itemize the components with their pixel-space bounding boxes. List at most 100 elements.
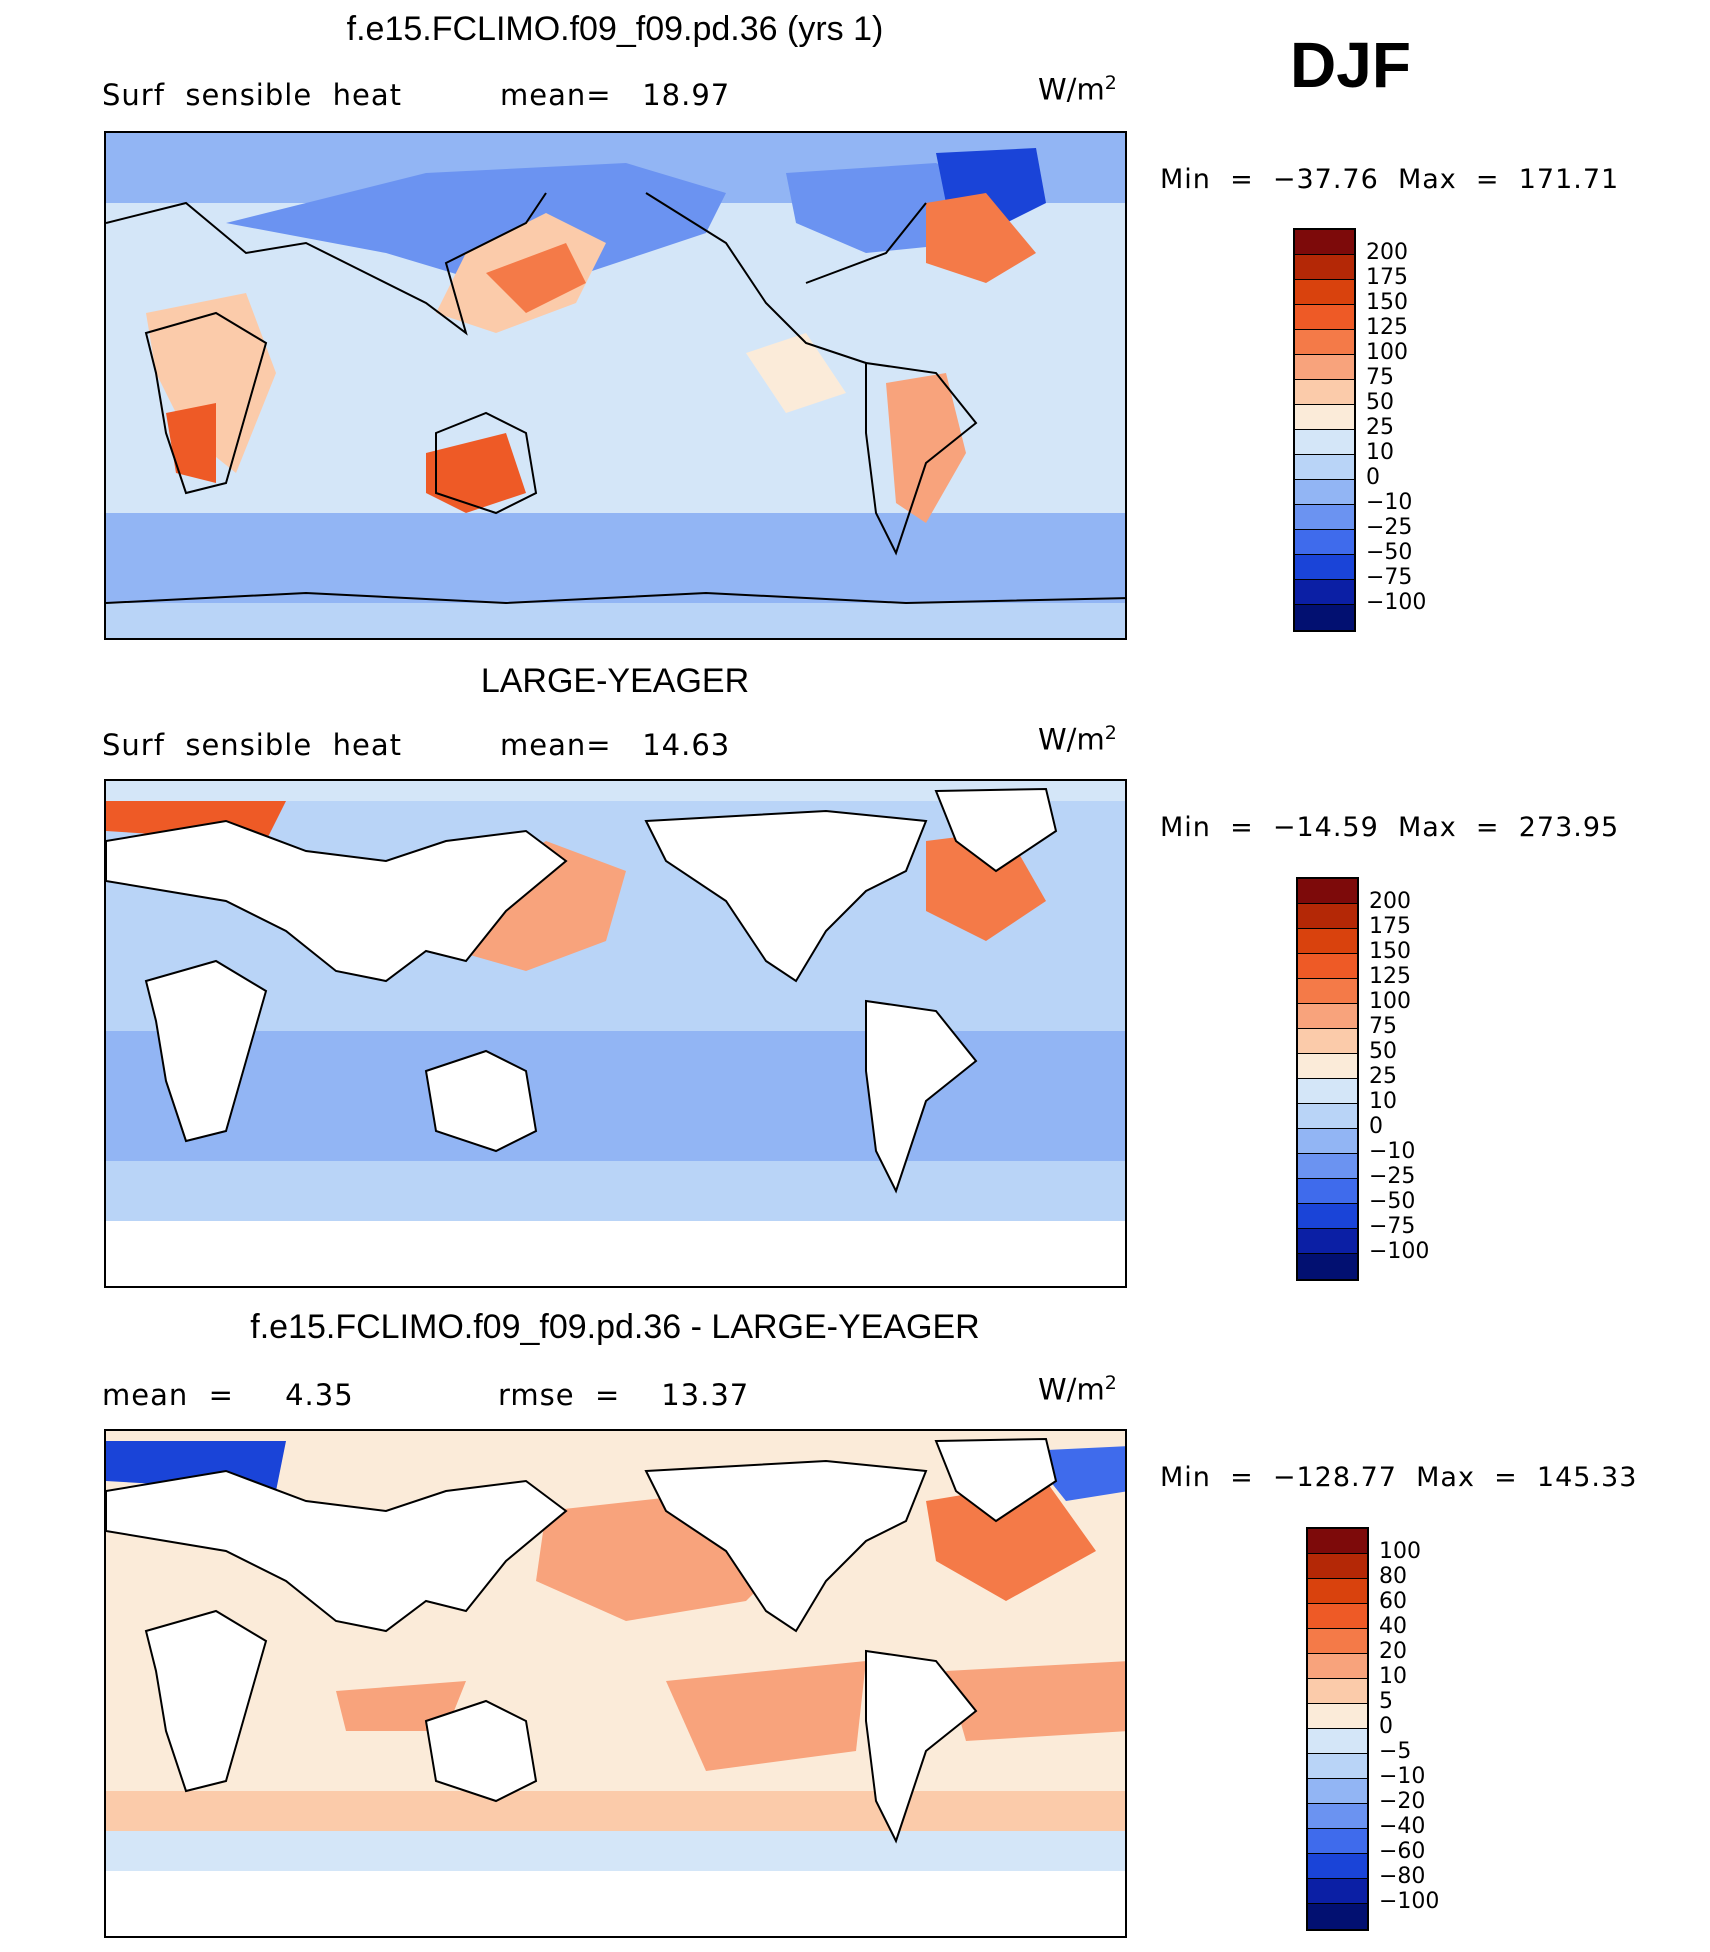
panel-3-colorbar-labels: 100 80 60 40 20 10 5 0 −5 −10 −20 −40 −60 −80 −100 [1379,1527,1499,1931]
colorbar-swatch [1295,480,1354,505]
antarctica-land [106,1871,1125,1936]
colorbar-swatch [1298,1154,1357,1179]
colorbar-swatch [1295,405,1354,430]
colorbar-tick-label: −25 [1366,515,1413,540]
panel-2-colorbar [1296,877,1359,1281]
colorbar-swatch [1308,1804,1367,1829]
colorbar-swatch [1295,255,1354,280]
colorbar-tick-label: −75 [1369,1214,1416,1239]
colorbar-swatch [1308,1629,1367,1654]
eurasia-coastline [106,192,547,336]
colorbar-tick-label: 125 [1366,315,1408,340]
colorbar-swatch [1298,904,1357,929]
colorbar-swatch [1298,1054,1357,1079]
colorbar-tick-label: 60 [1379,1589,1407,1614]
africa-warm-region [146,293,276,473]
eurasia-land [106,1469,568,1633]
south-america-warm-region [886,373,966,523]
colorbar-tick-label: 100 [1379,1539,1421,1564]
colorbar-tick-label: −10 [1379,1764,1426,1789]
panel-3-colorbar [1306,1527,1369,1931]
colorbar-tick-label: −5 [1379,1739,1412,1764]
colorbar-swatch [1298,1204,1357,1229]
greenland-land [934,787,1058,873]
colorbar-tick-label: −100 [1366,590,1427,615]
colorbar-swatch [1298,1029,1357,1054]
panel-3-title: f.e15.FCLIMO.f09_f09.pd.36 - LARGE-YEAGE… [250,1308,980,1346]
central-america-region [746,333,846,413]
colorbar-swatch [1295,380,1354,405]
colorbar-tick-label: 75 [1366,365,1394,390]
colorbar-tick-label: 5 [1379,1689,1393,1714]
kuroshio-warm-region [486,243,586,313]
panel-1-map-svg [106,133,1125,638]
colorbar-tick-label: 100 [1366,340,1408,365]
colorbar-swatch [1295,605,1354,630]
colorbar-tick-label: 0 [1369,1114,1383,1139]
antarctica-coastline [106,591,1125,605]
panel-2-map [104,779,1127,1288]
colorbar-tick-label: 175 [1366,265,1408,290]
colorbar-tick-label: −60 [1379,1839,1426,1864]
colorbar-swatch [1295,580,1354,605]
colorbar-tick-label: 25 [1366,415,1394,440]
colorbar-tick-label: 200 [1366,240,1408,265]
australia-hot-region [426,433,526,513]
colorbar-swatch [1308,1829,1367,1854]
colorbar-swatch [1295,455,1354,480]
colorbar-tick-label: −10 [1369,1139,1416,1164]
colorbar-swatch [1308,1879,1367,1904]
panel-1-colorbar [1293,228,1356,632]
panel-3-units: W/m2 [1038,1372,1117,1407]
colorbar-swatch [1298,1179,1357,1204]
colorbar-tick-label: 50 [1366,390,1394,415]
panel-3-map [104,1429,1127,1938]
north-atlantic-warm-region [926,1481,1096,1601]
colorbar-tick-label: 10 [1366,440,1394,465]
colorbar-swatch [1308,1654,1367,1679]
colorbar-swatch [1308,1604,1367,1629]
colorbar-swatch [1298,1004,1357,1029]
panel-2-map-svg [106,781,1125,1286]
colorbar-tick-label: −100 [1379,1889,1440,1914]
colorbar-tick-label: 80 [1379,1564,1407,1589]
south-pacific-warm-region [666,1661,866,1771]
north-america-land [644,1459,928,1633]
south-africa-hot-region [166,403,216,483]
season-label: DJF [1290,29,1411,101]
colorbar-tick-label: −40 [1379,1814,1426,1839]
southern-ocean-band [106,1031,1125,1161]
colorbar-tick-label: 150 [1369,939,1411,964]
south-america-land [865,999,978,1194]
africa-coastline [144,311,268,495]
antarctic-band [106,603,1125,638]
colorbar-swatch [1298,1229,1357,1254]
colorbar-swatch [1295,305,1354,330]
colorbar-swatch [1308,1529,1367,1554]
colorbar-swatch [1295,530,1354,555]
southern-cool-band [106,1831,1125,1871]
colorbar-tick-label: 150 [1366,290,1408,315]
colorbar-tick-label: 10 [1379,1664,1407,1689]
colorbar-swatch [1308,1779,1367,1804]
panel-2-title: LARGE-YEAGER [480,662,750,700]
north-america-coastline [645,192,927,364]
colorbar-swatch [1298,979,1357,1004]
north-america-land [644,809,928,983]
colorbar-tick-label: 25 [1369,1064,1397,1089]
colorbar-swatch [1298,1129,1357,1154]
colorbar-swatch [1308,1579,1367,1604]
panel-3-colorbar-swatches [1308,1529,1367,1929]
panel-1-minmax: Min = −37.76 Max = 171.71 [1160,164,1620,195]
eurasia-land [106,819,568,983]
colorbar-tick-label: 175 [1369,914,1411,939]
colorbar-tick-label: 40 [1379,1614,1407,1639]
colorbar-swatch [1298,879,1357,904]
australia-coastline [435,411,538,515]
colorbar-swatch [1295,355,1354,380]
panel-2-variable-label: Surf sensible heat [102,728,402,762]
colorbar-tick-label: 10 [1369,1089,1397,1114]
colorbar-swatch [1298,954,1357,979]
colorbar-swatch [1308,1904,1367,1929]
panel-2-minmax: Min = −14.59 Max = 273.95 [1160,812,1620,843]
